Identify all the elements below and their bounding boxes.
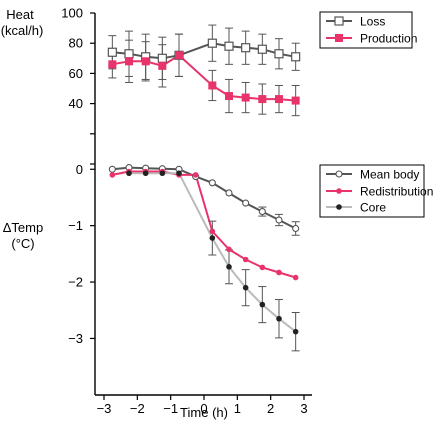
y-tick-label: 0 bbox=[76, 162, 83, 177]
data-point bbox=[108, 165, 116, 173]
data-point bbox=[192, 172, 199, 178]
x-tick-label: −2 bbox=[130, 401, 145, 416]
data-point bbox=[241, 43, 251, 53]
temp-panel: 0 −1 −2 −3 ΔTemp(°C) Mean body Redistribution C… bbox=[3, 162, 433, 352]
data-point bbox=[275, 216, 283, 224]
data-point bbox=[258, 95, 267, 104]
data-point bbox=[176, 170, 182, 177]
legend-label: Production bbox=[360, 32, 417, 46]
series-line bbox=[112, 42, 296, 60]
x-tick-label: 1 bbox=[234, 401, 241, 416]
x-axis-title: Time (h) bbox=[180, 405, 228, 420]
data-point bbox=[291, 52, 301, 62]
data-point bbox=[141, 57, 150, 66]
y-axis-title: ΔTemp bbox=[3, 220, 43, 235]
legend-label: Redistribution bbox=[360, 185, 433, 199]
x-tick-label: −1 bbox=[163, 401, 178, 416]
y-axis-title: Heat bbox=[6, 7, 34, 22]
data-point bbox=[335, 170, 343, 178]
data-point bbox=[292, 328, 299, 335]
data-point bbox=[276, 269, 282, 276]
data-point bbox=[275, 95, 283, 104]
x-tick-label: −3 bbox=[97, 401, 112, 416]
data-point bbox=[242, 256, 249, 263]
heat-panel: 40 60 80 100 Heat(kcal/h) Loss Production bbox=[1, 6, 417, 165]
data-point bbox=[209, 235, 216, 241]
y-axis-title-unit: (°C) bbox=[11, 236, 34, 251]
x-tick-label: 3 bbox=[300, 401, 307, 416]
data-point bbox=[107, 47, 117, 57]
data-point bbox=[158, 61, 167, 70]
x-tick-label: 0 bbox=[200, 401, 207, 416]
y-tick-label: −2 bbox=[68, 275, 83, 290]
legend-label: Core bbox=[360, 201, 386, 215]
data-point bbox=[159, 170, 166, 177]
data-point bbox=[225, 92, 233, 101]
legend-label: Mean body bbox=[360, 168, 419, 182]
data-point bbox=[157, 53, 167, 63]
data-point bbox=[225, 189, 233, 197]
data-point bbox=[335, 34, 343, 42]
data-point bbox=[274, 49, 284, 59]
data-point bbox=[336, 188, 342, 194]
data-point bbox=[257, 44, 267, 54]
data-point bbox=[241, 93, 250, 102]
data-point bbox=[242, 284, 249, 291]
data-point bbox=[125, 57, 133, 66]
y-tick-label: 80 bbox=[69, 36, 83, 51]
data-point bbox=[276, 315, 282, 322]
y-tick-label: 40 bbox=[69, 96, 83, 111]
data-point bbox=[224, 41, 234, 51]
data-point bbox=[109, 172, 116, 178]
data-point bbox=[175, 51, 183, 60]
data-point bbox=[259, 301, 266, 308]
data-point bbox=[208, 179, 216, 187]
y-tick-label: −3 bbox=[68, 331, 83, 346]
data-point bbox=[291, 96, 300, 105]
series-line bbox=[129, 172, 297, 333]
data-point bbox=[126, 170, 132, 177]
y-axis-title-unit: (kcal/h) bbox=[1, 23, 44, 38]
data-point bbox=[108, 60, 117, 69]
data-point bbox=[142, 170, 149, 177]
series-line bbox=[112, 54, 296, 102]
data-point bbox=[226, 246, 232, 253]
series-line bbox=[112, 166, 297, 230]
data-point bbox=[124, 49, 134, 59]
data-point bbox=[334, 16, 344, 26]
data-point bbox=[258, 208, 266, 216]
data-point bbox=[336, 204, 342, 210]
data-point bbox=[208, 81, 217, 90]
y-tick-label: −1 bbox=[68, 218, 83, 233]
data-point bbox=[242, 199, 250, 207]
data-point bbox=[207, 38, 217, 48]
data-point bbox=[292, 224, 300, 233]
data-point bbox=[292, 274, 299, 281]
series-line bbox=[112, 170, 296, 279]
y-tick-label: 60 bbox=[69, 66, 83, 81]
data-point bbox=[259, 264, 266, 271]
data-point bbox=[226, 264, 232, 270]
x-tick-label: 2 bbox=[267, 401, 274, 416]
data-point bbox=[209, 228, 216, 235]
y-tick-label: 100 bbox=[61, 6, 83, 21]
legend-label: Loss bbox=[360, 15, 385, 29]
